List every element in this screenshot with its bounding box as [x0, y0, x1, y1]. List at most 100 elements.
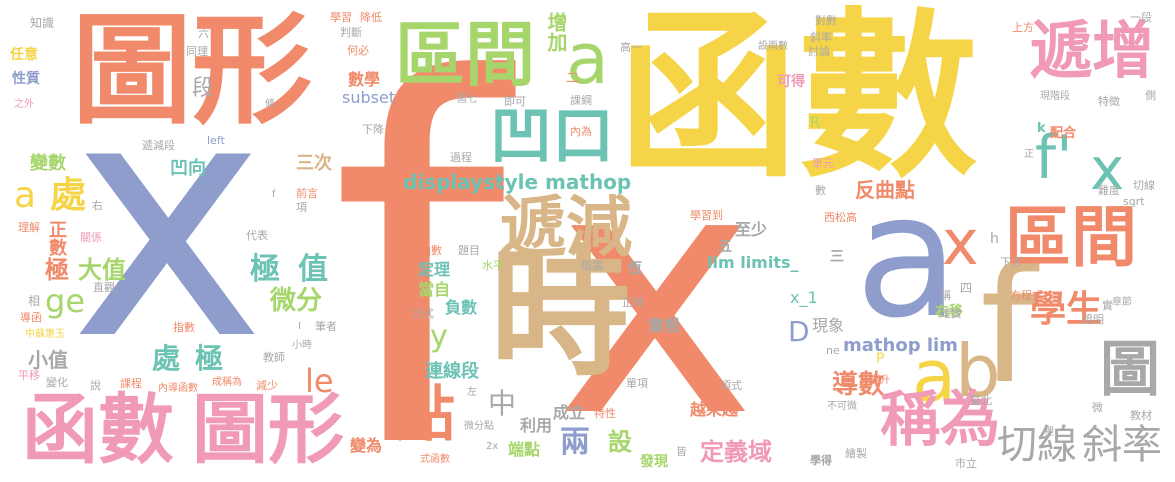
word: 章節 [1112, 297, 1132, 308]
word: 直觀 [93, 281, 115, 294]
word: 不可微 [827, 401, 857, 412]
word: 點 [395, 380, 455, 450]
word: 降低 [360, 11, 382, 24]
word: 實 [1102, 299, 1113, 312]
word: 特性 [594, 407, 616, 420]
word: 負數 [445, 298, 478, 317]
word: 六 [198, 27, 209, 40]
word: displaystyle mathop [403, 170, 632, 194]
word: 學習 [330, 11, 352, 24]
word: 式函數 [420, 454, 450, 465]
word: 四 [960, 281, 973, 295]
word: 時函數 [409, 244, 442, 257]
word: 關係 [80, 231, 102, 244]
word: f' [1035, 123, 1073, 193]
word: 斜率 [810, 31, 832, 44]
word: ne [826, 344, 840, 357]
word: 項式 [720, 379, 742, 392]
word: 何必 [347, 44, 369, 57]
word: x [1090, 135, 1125, 203]
word: b [955, 329, 1001, 413]
word: 定義域 [700, 438, 772, 466]
word: 相 [28, 294, 41, 308]
word: R [810, 115, 820, 131]
word: mathop lim [843, 335, 958, 356]
word: 確實 [940, 307, 962, 320]
word: 下方 [1000, 256, 1022, 269]
word: 臺北 [970, 394, 992, 407]
word: 現階段 [1040, 91, 1070, 102]
word: 中蘇惠玉 [25, 329, 65, 340]
word: 現象 [812, 316, 845, 335]
word: 數 [815, 184, 826, 197]
word: 利用 [520, 416, 553, 435]
word: 特徵 [1098, 95, 1120, 108]
word: 可得 [777, 74, 805, 90]
word: 小時 [292, 340, 312, 351]
word: 即可 [504, 95, 526, 108]
word: 函數 [618, 0, 979, 202]
word: 減少 [256, 379, 278, 392]
word: y [430, 319, 448, 354]
word: 導數 [832, 370, 885, 400]
word: 值當 [581, 259, 603, 272]
word: a [14, 175, 37, 216]
word: 側 [1145, 89, 1156, 102]
word: 至少 [735, 220, 768, 239]
word: 討論 [808, 45, 830, 58]
word: 單元 [812, 157, 834, 170]
word: 性質 [12, 71, 40, 87]
word: 提升 [870, 375, 890, 386]
word: 遞增 [1030, 14, 1155, 87]
word: 設兩數 [758, 41, 788, 52]
word: 連線段 [425, 361, 479, 382]
word: 定理 [418, 260, 451, 279]
word: 遞減段 [142, 139, 175, 152]
word: 配合 [1050, 126, 1077, 141]
word: 值 [298, 252, 328, 287]
word: 筆者 [315, 320, 337, 333]
word: 方程式 [1010, 289, 1043, 302]
word: 知識 [30, 16, 55, 30]
word: 凹向 [170, 158, 206, 179]
word: 任意 [10, 47, 38, 63]
word: ge [45, 282, 85, 320]
word: 處 [152, 342, 181, 375]
word: x [70, 28, 266, 412]
word: 2x [486, 441, 499, 452]
word: 區間 [1005, 199, 1137, 276]
word: f [330, 0, 507, 482]
word: 皆 [676, 445, 687, 458]
word: 數學 [348, 70, 381, 89]
word: 三 [830, 249, 844, 265]
word: 變數 [30, 153, 66, 174]
word: 繪製 [845, 447, 867, 460]
word: 三次 [296, 153, 332, 174]
word: 凹口 [490, 99, 615, 172]
word: 說 [90, 379, 101, 392]
word: 越來越 [690, 400, 739, 419]
word: x [555, 96, 757, 482]
word: 變化 [46, 376, 68, 389]
word: 恆 [628, 261, 642, 277]
word: x [942, 206, 979, 279]
word: 前言 [296, 187, 318, 200]
word: subset [342, 88, 396, 107]
word: 題目 [458, 244, 480, 257]
word: k [1037, 121, 1046, 136]
word: 時 [490, 233, 631, 396]
word: 一段 [1130, 11, 1152, 24]
word: 項 [296, 201, 307, 214]
word: 課綱 [570, 94, 592, 107]
word: 學習到 [690, 209, 723, 222]
word: 教材 [1130, 409, 1152, 422]
word: 內為 [570, 125, 592, 138]
word: 右 [92, 199, 103, 212]
word: f [272, 189, 276, 200]
word: 二 [566, 71, 580, 86]
word: 過程 [450, 151, 472, 164]
word: I [298, 321, 301, 332]
word: 內導函數 [158, 383, 198, 394]
word: sqrt [1123, 195, 1145, 208]
word: 右移 [935, 304, 963, 320]
